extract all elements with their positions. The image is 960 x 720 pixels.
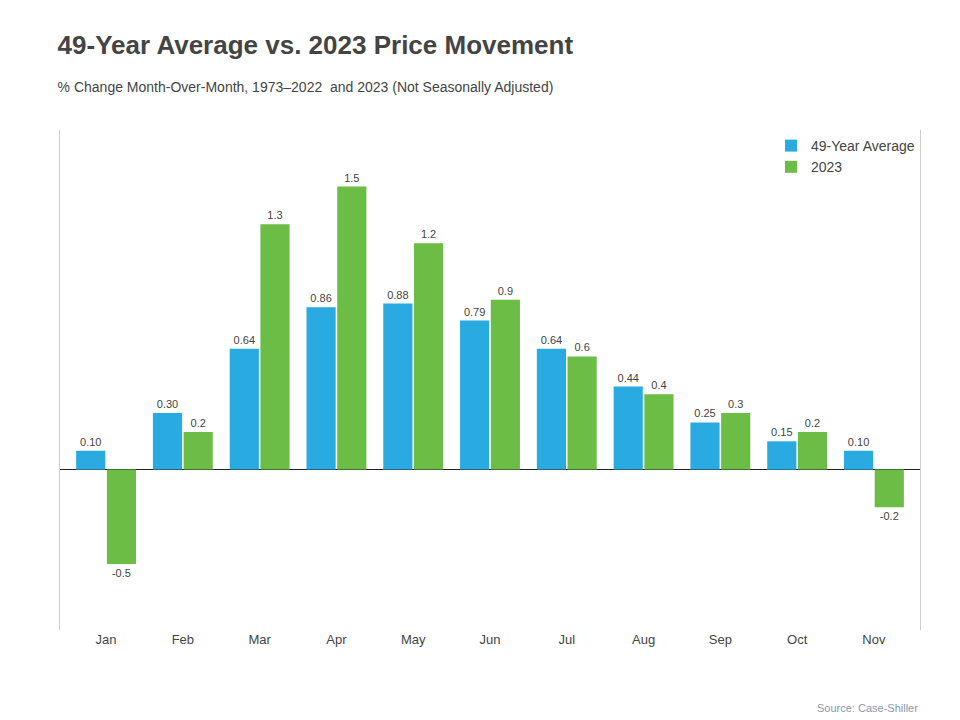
- svg-text:0.44: 0.44: [618, 372, 639, 384]
- svg-text:0.3: 0.3: [728, 398, 743, 410]
- svg-text:Jan: Jan: [96, 632, 117, 647]
- svg-text:0.15: 0.15: [771, 426, 792, 438]
- svg-text:1.3: 1.3: [267, 209, 282, 221]
- svg-text:0.9: 0.9: [498, 285, 513, 297]
- svg-text:0.25: 0.25: [694, 407, 715, 419]
- svg-text:Feb: Feb: [172, 632, 194, 647]
- svg-text:-0.5: -0.5: [112, 567, 131, 579]
- svg-text:0.30: 0.30: [157, 398, 178, 410]
- svg-text:0.86: 0.86: [310, 292, 331, 304]
- svg-text:1.2: 1.2: [421, 228, 436, 240]
- svg-text:0.2: 0.2: [191, 417, 206, 429]
- svg-text:0.64: 0.64: [234, 334, 255, 346]
- svg-text:Oct: Oct: [787, 632, 808, 647]
- svg-text:May: May: [401, 632, 426, 647]
- svg-text:0.88: 0.88: [387, 289, 408, 301]
- svg-text:0.6: 0.6: [574, 341, 589, 353]
- svg-text:Nov: Nov: [862, 632, 886, 647]
- svg-text:1.5: 1.5: [344, 172, 359, 184]
- svg-text:Mar: Mar: [248, 632, 271, 647]
- svg-text:0.10: 0.10: [80, 436, 101, 448]
- svg-text:Jul: Jul: [558, 632, 575, 647]
- svg-text:Aug: Aug: [632, 632, 655, 647]
- svg-text:Source: Case-Shiller: Source: Case-Shiller: [817, 702, 918, 714]
- svg-text:Jun: Jun: [480, 632, 501, 647]
- svg-text:% Change Month-Over-Month, 197: % Change Month-Over-Month, 1973–2022 and…: [58, 79, 554, 95]
- svg-text:0.10: 0.10: [848, 436, 869, 448]
- svg-text:0.79: 0.79: [464, 306, 485, 318]
- svg-text:Sep: Sep: [709, 632, 732, 647]
- svg-text:-0.2: -0.2: [880, 510, 899, 522]
- svg-text:0.4: 0.4: [651, 379, 666, 391]
- svg-text:0.2: 0.2: [805, 417, 820, 429]
- svg-text:0.64: 0.64: [541, 334, 562, 346]
- svg-text:49-Year Average: 49-Year Average: [811, 138, 915, 154]
- svg-text:Apr: Apr: [326, 632, 347, 647]
- svg-text:2023: 2023: [811, 159, 842, 175]
- svg-text:49-Year Average vs. 2023 Price: 49-Year Average vs. 2023 Price Movement: [58, 30, 574, 60]
